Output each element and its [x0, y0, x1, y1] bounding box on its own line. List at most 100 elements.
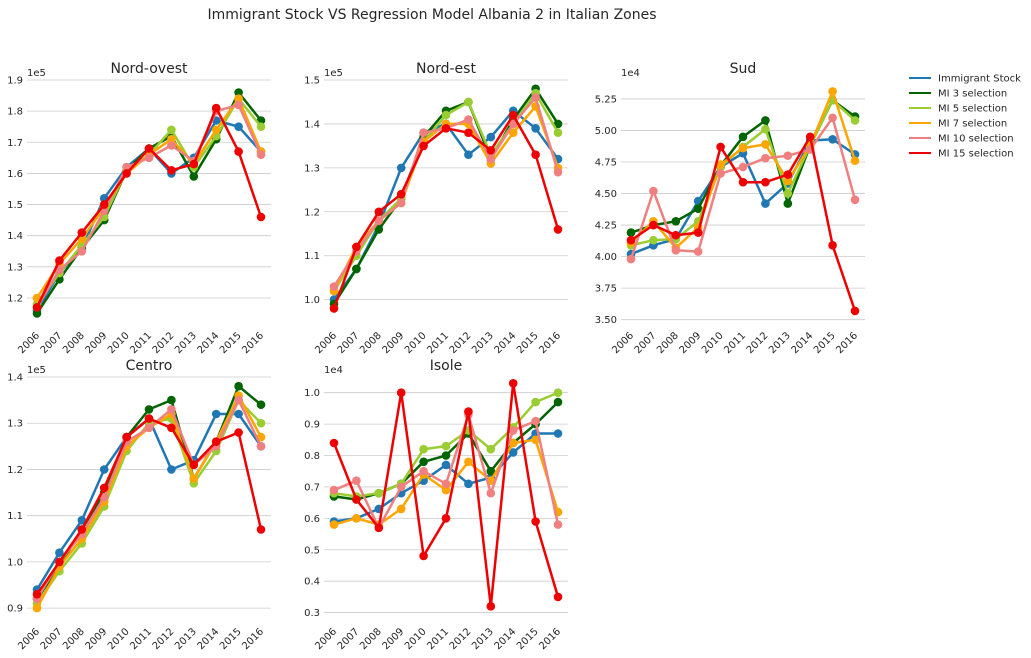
panel-nord-est: 1.01.11.21.31.41.51e52006200720082009201… — [304, 61, 568, 356]
data-point — [508, 128, 518, 137]
data-point — [419, 457, 428, 467]
data-point — [55, 548, 64, 557]
legend-label: MI 5 selection — [938, 104, 1007, 115]
x-tick-label: 2010 — [403, 330, 429, 356]
data-point — [211, 103, 221, 113]
x-tick-label: 2013 — [470, 330, 496, 356]
data-point — [167, 125, 176, 135]
y-tick-label: 4.50 — [595, 189, 617, 200]
data-point — [167, 465, 176, 474]
y-tick-label: 1.2 — [7, 465, 23, 476]
x-tick-labels: 2006200720082009201020112012201320142015… — [313, 330, 563, 356]
legend-entry-mi-5-selection: MI 5 selection — [909, 104, 1007, 115]
data-point — [211, 125, 221, 135]
data-point — [144, 414, 154, 423]
x-tick-label: 2016 — [240, 626, 266, 652]
data-point — [486, 466, 496, 476]
y-tick-label: 1.0 — [7, 557, 23, 568]
legend-label: Immigrant Stock — [938, 74, 1021, 85]
y-tick-label: 1.5 — [304, 76, 320, 87]
x-tick-label: 2006 — [610, 330, 636, 356]
data-point — [783, 151, 793, 160]
legend-label: MI 10 selection — [938, 134, 1014, 145]
data-point — [783, 176, 793, 186]
x-tick-label: 2013 — [173, 626, 199, 652]
data-point — [464, 97, 473, 107]
x-tick-label: 2015 — [218, 330, 244, 356]
data-point — [738, 177, 748, 187]
x-tick-label: 2008 — [358, 626, 384, 652]
data-point — [761, 116, 770, 125]
y-tick-labels: 0.3 0.4 0.5 0.6 0.7 0.8 0.9 1.0 — [304, 388, 320, 619]
data-point — [850, 195, 860, 205]
x-tick-label: 2013 — [470, 626, 496, 652]
data-point — [441, 485, 451, 495]
x-tick-label: 2010 — [106, 626, 132, 652]
data-point — [761, 140, 770, 149]
data-point — [531, 517, 540, 526]
data-point — [441, 451, 451, 460]
x-tick-label: 2015 — [812, 330, 838, 356]
series-line — [35, 417, 263, 596]
x-tick-label: 2010 — [106, 330, 132, 356]
data-point — [671, 217, 681, 226]
x-tick-label: 2013 — [767, 330, 793, 356]
x-tick-label: 2016 — [537, 330, 563, 356]
y-tick-label: 1.8 — [7, 107, 23, 118]
y-tick-label: 1.4 — [7, 373, 23, 384]
series-mi-5-selection — [626, 95, 860, 250]
y-tick-label: 0.9 — [7, 604, 23, 615]
x-tick-label: 2009 — [84, 626, 110, 652]
data-point — [352, 514, 361, 523]
data-point — [693, 204, 703, 213]
data-point — [441, 460, 451, 470]
data-point — [553, 225, 563, 234]
data-point — [419, 551, 428, 561]
data-point — [32, 603, 42, 613]
x-tick-label: 2009 — [381, 330, 407, 356]
data-point — [464, 407, 473, 416]
data-point — [55, 256, 64, 265]
x-tick-label: 2006 — [313, 330, 339, 356]
x-tick-label: 2007 — [39, 626, 65, 652]
data-point — [32, 303, 42, 312]
data-point — [531, 150, 540, 159]
x-tick-label: 2010 — [700, 330, 726, 356]
x-tick-label: 2009 — [381, 626, 407, 652]
data-point — [32, 590, 42, 599]
legend-entry-mi-15-selection: MI 15 selection — [909, 149, 1014, 160]
data-point — [626, 228, 636, 237]
y-tick-labels: 0.9 1.0 1.1 1.2 1.3 1.4 — [7, 373, 23, 615]
gridlines — [621, 98, 865, 321]
data-point — [374, 523, 384, 533]
x-tick-label: 2014 — [196, 330, 222, 356]
data-point — [553, 592, 563, 602]
series-mi-15-selection — [626, 132, 860, 316]
series-mi-7-selection — [329, 435, 563, 529]
data-point — [167, 423, 176, 433]
data-point — [486, 488, 496, 498]
data-point — [396, 198, 406, 208]
series-mi-15-selection — [32, 414, 266, 599]
data-point — [167, 395, 176, 405]
data-point — [508, 438, 518, 448]
data-point — [256, 442, 266, 451]
series-line — [35, 412, 263, 591]
data-point — [234, 100, 243, 110]
data-point — [508, 379, 518, 388]
x-tick-label: 2015 — [218, 626, 244, 652]
y-tick-label: 1.3 — [7, 262, 23, 273]
data-point — [55, 557, 64, 567]
data-point — [486, 154, 496, 164]
data-point — [649, 186, 658, 196]
x-tick-label: 2011 — [425, 626, 451, 652]
data-point — [144, 405, 154, 414]
y-tick-label: 3.50 — [595, 315, 617, 326]
y-tick-label: 1.3 — [7, 419, 23, 430]
data-point — [486, 602, 496, 611]
y-tick-label: 1.3 — [304, 163, 320, 174]
x-tick-label: 2012 — [151, 330, 177, 356]
x-tick-label: 2008 — [61, 330, 87, 356]
data-point — [329, 282, 339, 291]
panel-title: Centro — [126, 358, 173, 374]
